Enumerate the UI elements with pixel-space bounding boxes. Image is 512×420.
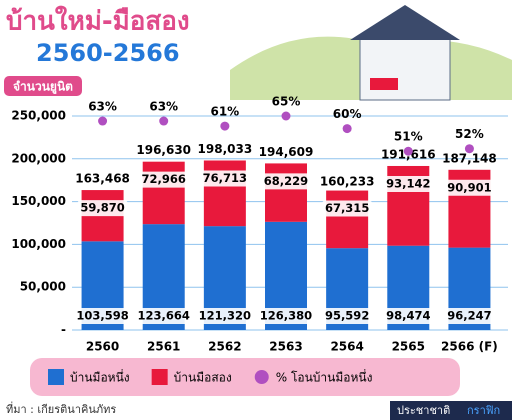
total-label: 160,233 xyxy=(320,174,375,188)
percent-dot xyxy=(98,116,108,126)
percent-label: 65% xyxy=(272,95,301,109)
percent-dot xyxy=(159,116,169,126)
x-tick-label: 2560 xyxy=(86,340,119,354)
bar-segment xyxy=(326,190,369,249)
y-tick-label: 50,000 xyxy=(20,280,66,294)
data-label: 103,598 xyxy=(76,309,128,323)
y-tick-label: 100,000 xyxy=(11,237,66,251)
data-label: 126,380 xyxy=(260,309,312,323)
label-bg xyxy=(138,308,189,324)
percent-label: 63% xyxy=(149,100,178,114)
x-tick-label: 2562 xyxy=(208,340,241,354)
total-label: 187,148 xyxy=(442,151,497,165)
legend-swatch xyxy=(151,369,168,385)
total-label: 198,033 xyxy=(198,142,253,156)
y-axis-label: จำนวนยูนิต xyxy=(13,80,73,95)
y-tick-label: 250,000 xyxy=(11,109,66,123)
legend-label: บ้านมือสอง xyxy=(174,371,232,385)
percent-label: 60% xyxy=(333,107,362,121)
y-tick-label: 150,000 xyxy=(11,194,66,208)
percent-dot xyxy=(403,146,413,156)
percent-label: 61% xyxy=(210,105,239,119)
sale-sign xyxy=(370,78,398,90)
bar-segment xyxy=(265,163,307,222)
legend-box xyxy=(30,358,460,396)
percent-dot xyxy=(220,121,230,131)
roof xyxy=(350,5,460,40)
label-bg xyxy=(261,173,311,190)
label-bg xyxy=(77,200,128,217)
label-bg xyxy=(444,308,495,324)
data-label: 96,247 xyxy=(447,309,491,323)
brand: กราฟิก xyxy=(467,404,500,417)
x-tick-label: 2561 xyxy=(147,340,180,354)
percent-dot xyxy=(464,144,474,154)
source: ที่มา : เกียรตินาคินภัทร xyxy=(6,401,116,416)
y-label-box xyxy=(4,76,82,96)
legend-swatch xyxy=(48,369,64,385)
total-label: 196,630 xyxy=(136,143,191,157)
label-bg xyxy=(444,179,495,196)
x-tick-label: 2563 xyxy=(269,340,302,354)
legend-label: บ้านมือหนึ่ง xyxy=(70,369,130,385)
chart-title: บ้านใหม่-มือสอง xyxy=(6,6,190,37)
label-bg xyxy=(77,308,128,324)
data-label: 123,664 xyxy=(138,309,190,323)
bar-segment xyxy=(142,161,185,225)
brand: ประชาชาติ xyxy=(397,404,450,417)
y-tick-label: 200,000 xyxy=(11,151,66,165)
data-label: 72,966 xyxy=(142,172,186,186)
label-bg xyxy=(322,308,373,324)
data-label: 59,870 xyxy=(80,201,124,215)
y-tick-label: - xyxy=(61,323,66,337)
data-label: 67,315 xyxy=(325,201,369,215)
label-bg xyxy=(383,175,434,192)
house xyxy=(359,34,451,101)
data-label: 98,474 xyxy=(386,309,430,323)
legend-swatch xyxy=(254,370,269,384)
label-bg xyxy=(199,170,250,187)
brand-box xyxy=(390,401,512,420)
label-bg xyxy=(199,308,250,324)
percent-label: 63% xyxy=(88,100,117,114)
total-label: 163,468 xyxy=(75,172,130,186)
x-tick-label: 2566 (F) xyxy=(441,340,498,354)
data-label: 95,592 xyxy=(325,309,369,323)
x-tick-label: 2564 xyxy=(330,340,363,354)
data-label: 93,142 xyxy=(386,176,430,190)
label-bg xyxy=(322,200,373,217)
data-label: 68,229 xyxy=(264,174,308,188)
label-bg xyxy=(261,308,311,324)
label-bg xyxy=(138,171,189,188)
percent-dot xyxy=(281,111,291,121)
legend-label: % โอนบ้านมือหนึ่ง xyxy=(276,369,373,385)
data-label: 76,713 xyxy=(203,171,247,185)
label-bg xyxy=(383,308,434,324)
chart-subtitle: 2560-2566 xyxy=(36,39,180,67)
data-label: 121,320 xyxy=(199,309,251,323)
data-label: 90,901 xyxy=(447,180,491,194)
percent-label: 52% xyxy=(455,127,484,141)
total-label: 194,609 xyxy=(259,145,314,159)
percent-label: 51% xyxy=(394,130,423,144)
percent-dot xyxy=(342,124,352,134)
x-tick-label: 2565 xyxy=(392,340,425,354)
